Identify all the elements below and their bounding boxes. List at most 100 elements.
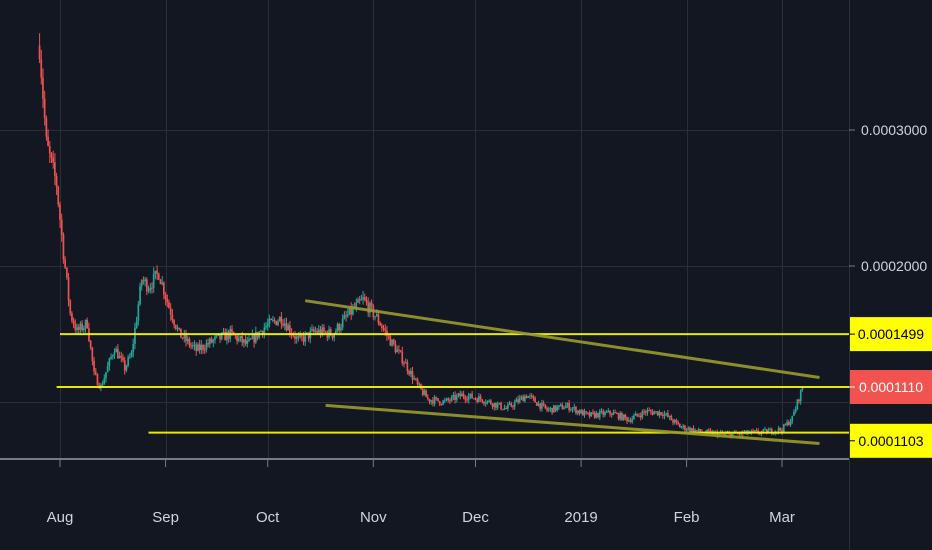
candle-body [142, 280, 145, 282]
candle-body [469, 393, 472, 397]
candle-body [525, 396, 528, 398]
time-tick-label: Sep [152, 509, 179, 526]
candle-body [639, 415, 642, 418]
candle-body [345, 315, 347, 317]
candle-body [231, 328, 233, 332]
candle-body [335, 331, 337, 334]
candle-body [496, 404, 499, 408]
candle-body [438, 401, 441, 405]
candle-body [478, 396, 480, 402]
candle-body [129, 356, 131, 358]
candle-body [796, 399, 799, 409]
candle-body [241, 336, 244, 343]
candle-body [215, 335, 218, 337]
candle-body [680, 427, 683, 428]
candle-body [146, 279, 148, 292]
candle-body [798, 399, 800, 402]
candle-body [255, 331, 257, 343]
time-tick-label: Aug [47, 509, 74, 526]
candle-body [52, 157, 54, 163]
price-badge: 0.0001499 [849, 317, 932, 352]
candle-body [220, 333, 223, 340]
candle-body [609, 410, 611, 414]
candle-body [306, 332, 308, 334]
candle-body [374, 316, 376, 318]
candle-body [461, 393, 463, 397]
candle-body [297, 336, 300, 338]
candle-body [392, 339, 395, 345]
candle-body [512, 406, 514, 408]
candle-body [399, 350, 402, 352]
candle-body [520, 396, 523, 398]
candle-body [425, 390, 427, 398]
candle-body [389, 336, 392, 346]
candle-body [60, 219, 63, 235]
candle-body [152, 273, 155, 288]
candle-body [624, 414, 627, 418]
time-axis: Aug Sep Oct Nov Dec 2019 Feb Mar [47, 460, 795, 526]
candle-body [348, 307, 351, 315]
candle-body [421, 388, 424, 395]
candle-body [779, 428, 782, 431]
candle-body [682, 425, 685, 427]
candle-body [188, 338, 191, 346]
candle-body [210, 338, 213, 343]
candle-body [547, 409, 550, 411]
candle-body [655, 411, 657, 413]
candle-body [350, 307, 352, 315]
candles [38, 33, 804, 439]
candle-body [406, 362, 409, 371]
candle-body [209, 338, 211, 345]
candle-body [667, 413, 669, 417]
candle-body [793, 412, 795, 416]
candle-body [311, 329, 313, 331]
candle-body [490, 400, 492, 405]
candle-body [205, 343, 208, 350]
candle-body [314, 330, 317, 332]
candle-body [71, 313, 73, 321]
candle-body [559, 404, 562, 406]
candle-body [653, 412, 656, 415]
candle-body [50, 153, 53, 158]
candle-body [292, 334, 295, 336]
candle-body [323, 327, 325, 332]
candle-body [166, 298, 169, 303]
candle-body [530, 395, 533, 397]
candle-body [505, 408, 507, 409]
candle-body [149, 287, 152, 291]
candle-body [261, 331, 264, 335]
candle-body [769, 429, 771, 431]
candle-body [614, 412, 616, 414]
candle-body [592, 412, 594, 414]
candle-body [362, 297, 364, 300]
candle-body [115, 348, 117, 353]
candle-body [731, 433, 734, 437]
candle-body [622, 414, 625, 420]
candle-body [147, 290, 150, 292]
candle-body [656, 411, 659, 416]
candle-body [301, 334, 303, 337]
candle-body [130, 352, 133, 357]
candle-body [236, 336, 238, 342]
candle-body [423, 390, 426, 395]
candle-body [384, 329, 387, 331]
candle-body [270, 318, 272, 320]
candle-body [134, 327, 136, 344]
candle-body [554, 405, 557, 411]
candle-body [117, 348, 119, 359]
candle-body [212, 339, 215, 343]
trend-line[interactable] [325, 403, 820, 445]
candle-body [651, 411, 654, 415]
candle-body [341, 318, 344, 328]
candle-body [157, 273, 160, 280]
candle-body [94, 371, 97, 375]
candle-body [483, 402, 485, 404]
trend-line[interactable] [304, 299, 820, 379]
grid [0, 0, 849, 458]
candle-body [48, 146, 51, 154]
candle-body [375, 314, 378, 317]
candle-body [294, 335, 296, 339]
price-tick-label: 0.0002000 [861, 258, 927, 274]
candle-body [89, 340, 92, 348]
